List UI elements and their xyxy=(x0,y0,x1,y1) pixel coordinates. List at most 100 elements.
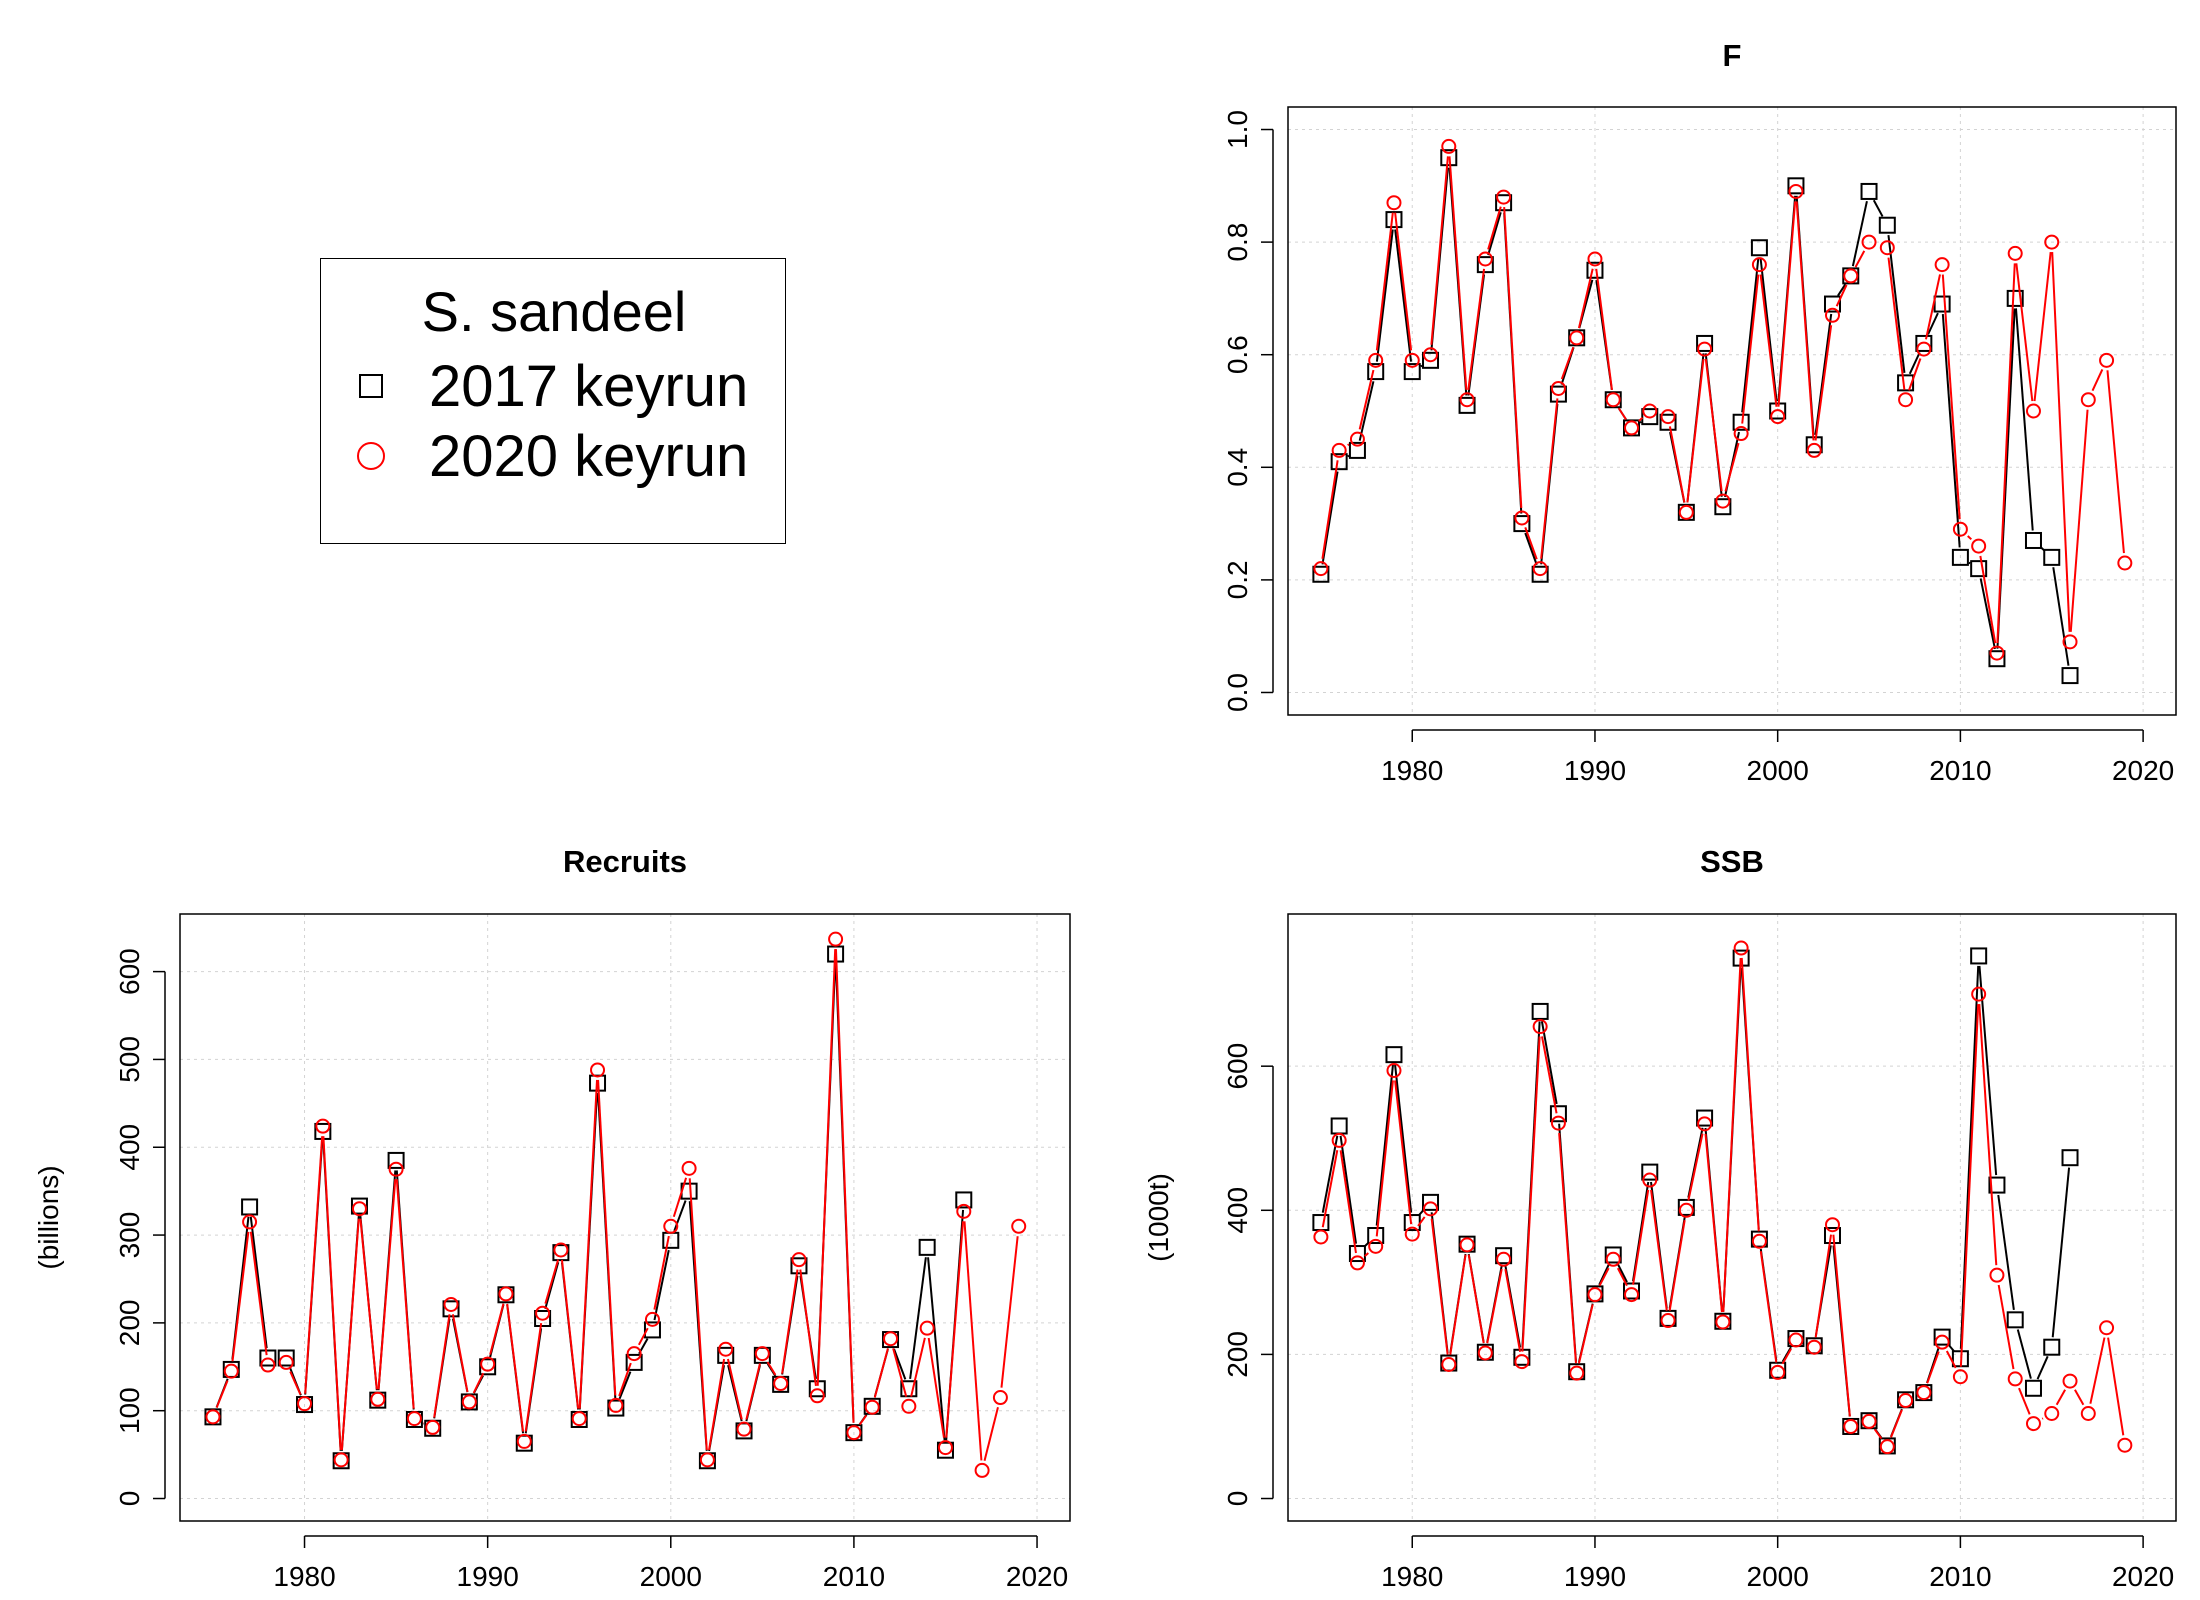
data-point-square xyxy=(241,1198,259,1216)
data-point-square xyxy=(2024,1379,2042,1397)
series-line-segment xyxy=(672,1177,688,1218)
data-point-square xyxy=(607,1399,625,1417)
data-point-circle xyxy=(205,1409,221,1425)
y-tick-label: 100 xyxy=(114,1387,145,1434)
data-point-square xyxy=(1750,1230,1768,1248)
data-point-circle xyxy=(406,1411,422,1427)
data-point-square xyxy=(1330,1117,1348,1135)
series-line-segment xyxy=(1375,1080,1394,1237)
data-point-circle xyxy=(1587,1287,1603,1303)
data-point-square xyxy=(1385,211,1403,229)
data-point-square xyxy=(1915,334,1933,352)
data-point-circle xyxy=(1660,409,1676,425)
series-line-segment xyxy=(1668,1219,1686,1311)
data-point-circle xyxy=(1989,1267,2005,1283)
series-line-segment xyxy=(359,1218,378,1390)
data-point-circle xyxy=(535,1305,551,1321)
data-point-square xyxy=(625,1353,643,1371)
series-line-segment xyxy=(2069,409,2089,632)
y-tick-label: 0 xyxy=(114,1491,145,1507)
series-line-segment xyxy=(1978,965,1998,1176)
series-line-segment xyxy=(1781,1348,1792,1365)
data-point-square xyxy=(1696,1109,1714,1127)
series-line-segment xyxy=(1540,398,1559,559)
series-line-segment xyxy=(289,1371,302,1395)
data-point-circle xyxy=(297,1396,313,1412)
y-tick-label: 400 xyxy=(114,1124,145,1171)
series-line-segment xyxy=(2052,567,2070,666)
data-point-circle xyxy=(223,1363,239,1379)
data-point-circle xyxy=(1550,1115,1566,1131)
data-point-circle xyxy=(1916,1385,1932,1401)
data-point-square xyxy=(2006,1311,2024,1329)
series-line-segment xyxy=(1941,313,1961,548)
data-point-square xyxy=(2043,1338,2061,1356)
data-point-square xyxy=(1897,374,1915,392)
data-point-circle xyxy=(828,931,844,947)
data-point-square xyxy=(1659,1309,1677,1327)
data-point-square xyxy=(277,1349,295,1367)
x-tick-label: 1990 xyxy=(457,1561,519,1592)
data-point-circle xyxy=(2099,352,2115,368)
y-tick-label: 500 xyxy=(114,1036,145,1083)
data-point-circle xyxy=(1386,195,1402,211)
data-point-square xyxy=(1659,413,1677,431)
series-line-segment xyxy=(1358,381,1375,441)
legend-label-2020: 2020 keyrun xyxy=(429,423,749,489)
legend: S. sandeel 2017 keyrun 2020 keyrun xyxy=(320,258,786,544)
series-line-segment xyxy=(1639,421,1642,424)
data-point-circle xyxy=(1697,341,1713,357)
data-point-circle xyxy=(1861,234,1877,250)
data-point-circle xyxy=(663,1218,679,1234)
data-point-circle xyxy=(992,1390,1008,1406)
data-point-circle xyxy=(571,1411,587,1427)
data-point-circle xyxy=(1550,380,1566,396)
data-point-circle xyxy=(1587,251,1603,267)
data-point-circle xyxy=(1459,392,1475,408)
data-point-circle xyxy=(333,1452,349,1468)
data-point-circle xyxy=(1824,1217,1840,1233)
data-point-circle xyxy=(1349,431,1365,447)
series-line-segment xyxy=(1814,325,1833,441)
series-line-segment xyxy=(1686,358,1705,503)
data-point-square xyxy=(1330,453,1348,471)
data-point-circle xyxy=(1331,442,1347,458)
data-point-circle xyxy=(2025,403,2041,419)
series-line-segment xyxy=(2106,370,2125,554)
data-point-circle xyxy=(1441,1356,1457,1372)
x-tick-label: 2020 xyxy=(2112,755,2174,786)
series-line-segment xyxy=(1394,229,1413,362)
series-line-segment xyxy=(1927,312,1939,335)
data-point-square xyxy=(717,1346,735,1364)
series-line-segment xyxy=(2074,1389,2085,1406)
data-point-square xyxy=(1312,1214,1330,1232)
series-line-segment xyxy=(395,1179,415,1409)
series-line-segment xyxy=(1851,201,1868,267)
data-point-circle xyxy=(590,1062,606,1078)
data-point-square xyxy=(2061,667,2079,685)
data-point-circle xyxy=(1770,1364,1786,1380)
series-line-segment xyxy=(637,1327,649,1346)
data-point-circle xyxy=(681,1160,697,1176)
series-line-segment xyxy=(963,1221,983,1461)
series-line-segment xyxy=(1577,1304,1594,1364)
data-point-circle xyxy=(2062,634,2078,650)
series-line-segment xyxy=(618,1371,632,1400)
data-point-circle xyxy=(553,1242,569,1258)
data-point-circle xyxy=(425,1419,441,1435)
chart-title: F xyxy=(1723,38,1742,73)
series-line-segment xyxy=(1321,1135,1339,1213)
series-line-segment xyxy=(910,1337,926,1397)
series-line-segment xyxy=(544,1259,560,1304)
series-line-segment xyxy=(322,1136,342,1450)
square-marker-icon xyxy=(359,374,383,398)
series-line-segment xyxy=(249,1216,268,1349)
data-point-circle xyxy=(1952,1369,1968,1385)
series-line-segment xyxy=(1577,268,1594,329)
series-line-segment xyxy=(231,1231,250,1362)
series-line-segment xyxy=(1874,1428,1883,1440)
series-line-segment xyxy=(983,1406,999,1461)
data-point-square xyxy=(1714,498,1732,516)
data-point-circle xyxy=(1788,183,1804,199)
series-line-segment xyxy=(1687,1133,1704,1201)
